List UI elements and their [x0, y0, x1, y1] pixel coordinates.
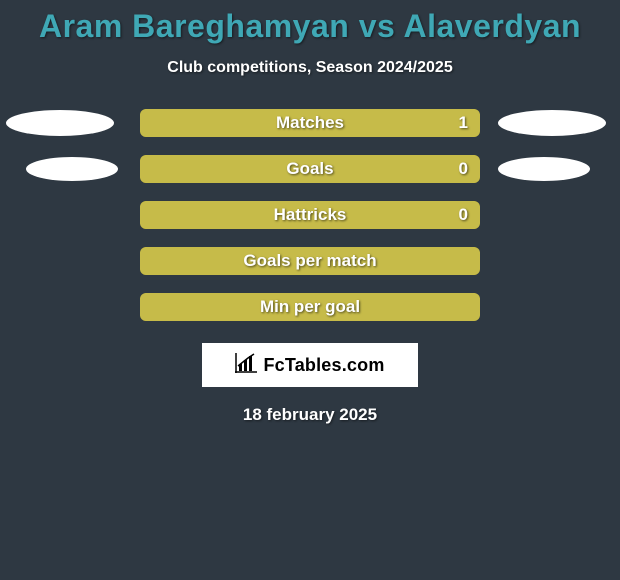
left-value-ellipse	[6, 110, 114, 136]
bar-label: Matches	[140, 109, 480, 137]
bar-value: 0	[459, 155, 468, 183]
bar-value: 0	[459, 201, 468, 229]
right-value-ellipse	[498, 157, 590, 181]
page-title: Aram Bareghamyan vs Alaverdyan	[0, 8, 620, 45]
bar-chart-icon	[235, 353, 257, 378]
stat-row: Min per goal	[0, 293, 620, 321]
bar-value: 1	[459, 109, 468, 137]
bar-label: Hattricks	[140, 201, 480, 229]
bar-label: Goals	[140, 155, 480, 183]
date-line: 18 february 2025	[0, 405, 620, 425]
brand-text: FcTables.com	[263, 355, 384, 376]
brand-badge: FcTables.com	[202, 343, 418, 387]
stat-row: Goals per match	[0, 247, 620, 275]
infographic-container: Aram Bareghamyan vs Alaverdyan Club comp…	[0, 0, 620, 425]
stat-row: Goals0	[0, 155, 620, 183]
bar-label: Min per goal	[140, 293, 480, 321]
page-subtitle: Club competitions, Season 2024/2025	[0, 59, 620, 77]
stat-row: Matches1	[0, 109, 620, 137]
stat-row: Hattricks0	[0, 201, 620, 229]
bar-track: Min per goal	[140, 293, 480, 321]
bar-label: Goals per match	[140, 247, 480, 275]
bar-track: Matches1	[140, 109, 480, 137]
bar-track: Goals0	[140, 155, 480, 183]
right-value-ellipse	[498, 110, 606, 136]
left-value-ellipse	[26, 157, 118, 181]
bar-track: Goals per match	[140, 247, 480, 275]
bar-track: Hattricks0	[140, 201, 480, 229]
comparison-rows: Matches1Goals0Hattricks0Goals per matchM…	[0, 109, 620, 321]
